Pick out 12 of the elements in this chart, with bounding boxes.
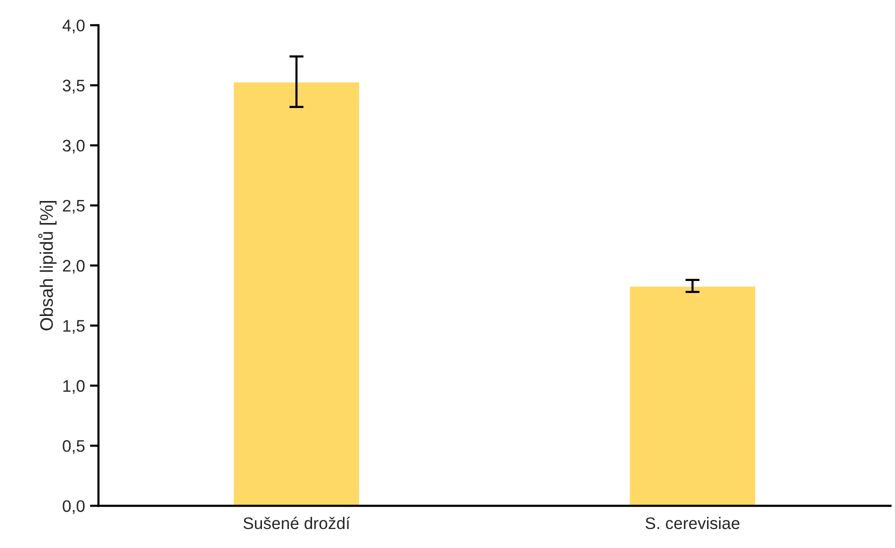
y-tick-label: 3,5 (62, 80, 85, 94)
y-tick-label: 3,0 (62, 140, 85, 154)
x-tick-label: Sušené droždí (243, 516, 350, 530)
y-tick-label: 2,0 (62, 260, 85, 274)
y-tick-label: 4,0 (62, 20, 85, 34)
y-axis-title: Obsah lipidů [%] (38, 201, 57, 330)
y-tick-label: 1,0 (63, 380, 85, 394)
y-tick-label: 0,5 (62, 440, 85, 454)
y-tick-label: 0,0 (62, 500, 85, 514)
y-tick-label: 1,5 (63, 320, 85, 334)
x-tick-label: S. cerevisiae (646, 516, 740, 530)
y-tick-label: 2,5 (62, 200, 85, 214)
